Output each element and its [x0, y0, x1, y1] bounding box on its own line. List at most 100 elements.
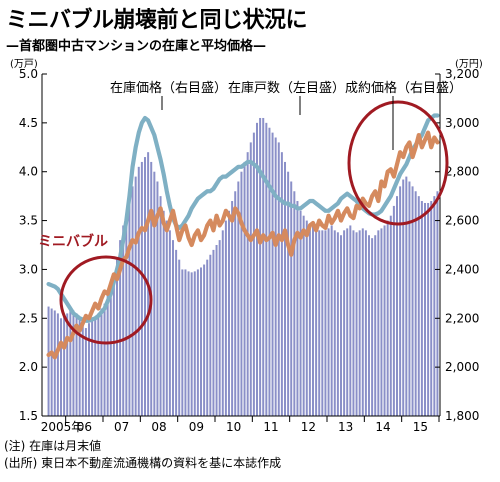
year-label: 14 [375, 420, 390, 434]
inventory-annotation: 在庫戸数（左目盛） [228, 81, 345, 96]
inventory-bar [411, 186, 414, 416]
inventory-bar [206, 259, 209, 416]
recent-circle [347, 100, 449, 226]
inventory-bar [340, 235, 342, 416]
inventory-bar [302, 215, 305, 416]
inventory-bar [330, 225, 333, 416]
inventory-bar [274, 137, 277, 416]
left-tick-label: 2.5 [19, 311, 38, 325]
inventory-bar [224, 220, 227, 416]
inventory-bar [172, 240, 174, 416]
highlight-circles [59, 100, 449, 345]
inventory-bar [256, 122, 258, 417]
inventory-bar [150, 161, 153, 416]
inventory-bar [346, 228, 349, 416]
inventory-bar [181, 269, 184, 416]
year-label: 2005年 [41, 420, 84, 434]
inventory-bar [249, 142, 252, 416]
inventory-bar [352, 230, 355, 416]
inventory-bar [63, 316, 66, 416]
inventory-bar [94, 318, 97, 416]
inventory-bar [196, 269, 199, 416]
chart-subtitle: —首都圏中古マンションの在庫と平均価格— [6, 39, 267, 54]
inventory-bar [193, 271, 196, 416]
inventory-bar [137, 166, 140, 416]
right-tick-label: 3,000 [445, 116, 479, 130]
inventory-bar [358, 230, 361, 416]
note-inventory: (注) 在庫は月末値 [4, 439, 102, 453]
chart-title: ミニバブル崩壊前と同じ状況に [6, 7, 308, 33]
inventory-bar [190, 272, 193, 416]
left-tick-label: 4.0 [19, 165, 38, 179]
inventory-bar [402, 179, 405, 416]
inventory-bar [287, 171, 290, 416]
inventory-bar [386, 220, 389, 416]
inventory-bar [324, 230, 327, 416]
left-tick-label: 1.5 [19, 409, 38, 423]
inventory-bar [312, 225, 314, 416]
inventory-bar [156, 181, 159, 416]
inventory-bar [91, 320, 94, 416]
inventory-bar [153, 171, 156, 416]
year-label: 10 [226, 420, 241, 434]
inventory-bar [368, 235, 370, 416]
left-tick-label: 4.5 [19, 116, 38, 130]
inventory-bar [318, 230, 321, 416]
inventory-bar [209, 254, 212, 416]
inventory-bar [106, 293, 109, 416]
inventory-bar [178, 259, 181, 416]
note-source: (出所) 東日本不動産流通機構の資料を基に本誌作成 [4, 456, 282, 470]
inventory-bar [280, 152, 283, 417]
inventory-bar [420, 201, 423, 416]
inventory-bar [383, 225, 386, 416]
inventory-bar [131, 186, 134, 416]
inventory-bar [268, 127, 271, 417]
inventory-bar [175, 249, 178, 416]
inventory-bar [243, 161, 246, 416]
inventory-bar [78, 318, 81, 416]
inventory-bar [97, 313, 100, 416]
inventory-bar [122, 225, 125, 416]
year-label: 06 [77, 420, 92, 434]
inventory-bar [290, 181, 293, 416]
inventory-bar [50, 308, 53, 416]
inventory-bar [389, 215, 392, 416]
inventory-bar [433, 196, 436, 416]
inventory-bar [408, 181, 411, 416]
inventory-bar [284, 161, 286, 416]
inventory-bar [262, 117, 265, 416]
year-label: 12 [301, 420, 316, 434]
inventory-bar [271, 132, 274, 416]
inventory-bar [159, 196, 162, 416]
inventory-bar [53, 310, 56, 416]
inventory-bar [355, 232, 358, 416]
inventory-bar [305, 220, 308, 416]
inventory-bar [218, 240, 221, 416]
right-tick-label: 2,800 [445, 165, 479, 179]
left-tick-label: 3.0 [19, 262, 38, 276]
inventory-bar [380, 228, 383, 416]
inventory-bar [343, 230, 346, 416]
inventory-bar [200, 267, 202, 416]
left-tick-label: 3.5 [19, 214, 38, 228]
year-label: 13 [338, 420, 353, 434]
axes: 1.5 2.0 2.5 3.0 3.5 4.0 4.5 5.0 1,800 2,000 2,200 2… [19, 67, 479, 434]
annotations: 在庫価格（右目盛） 在庫戸数（左目盛） 成約価格（右目盛） ミニバブル [38, 80, 462, 250]
inventory-bar [277, 142, 280, 416]
inventory-bar [371, 238, 374, 416]
inventory-bar [237, 181, 240, 416]
inventory-bar [361, 228, 364, 416]
inventory-bar [134, 176, 137, 416]
inventory-bar [234, 191, 237, 416]
right-tick-label: 2,200 [445, 311, 479, 325]
inventory-bar [327, 228, 330, 416]
left-tick-label: 5.0 [19, 67, 38, 81]
right-tick-label: 2,400 [445, 262, 479, 276]
inventory-bar [109, 284, 112, 416]
inventory-bar [203, 264, 206, 416]
inventory-bar [293, 191, 296, 416]
inventory-bars [47, 117, 439, 417]
year-label: 07 [114, 420, 129, 434]
year-label: 15 [413, 420, 428, 434]
